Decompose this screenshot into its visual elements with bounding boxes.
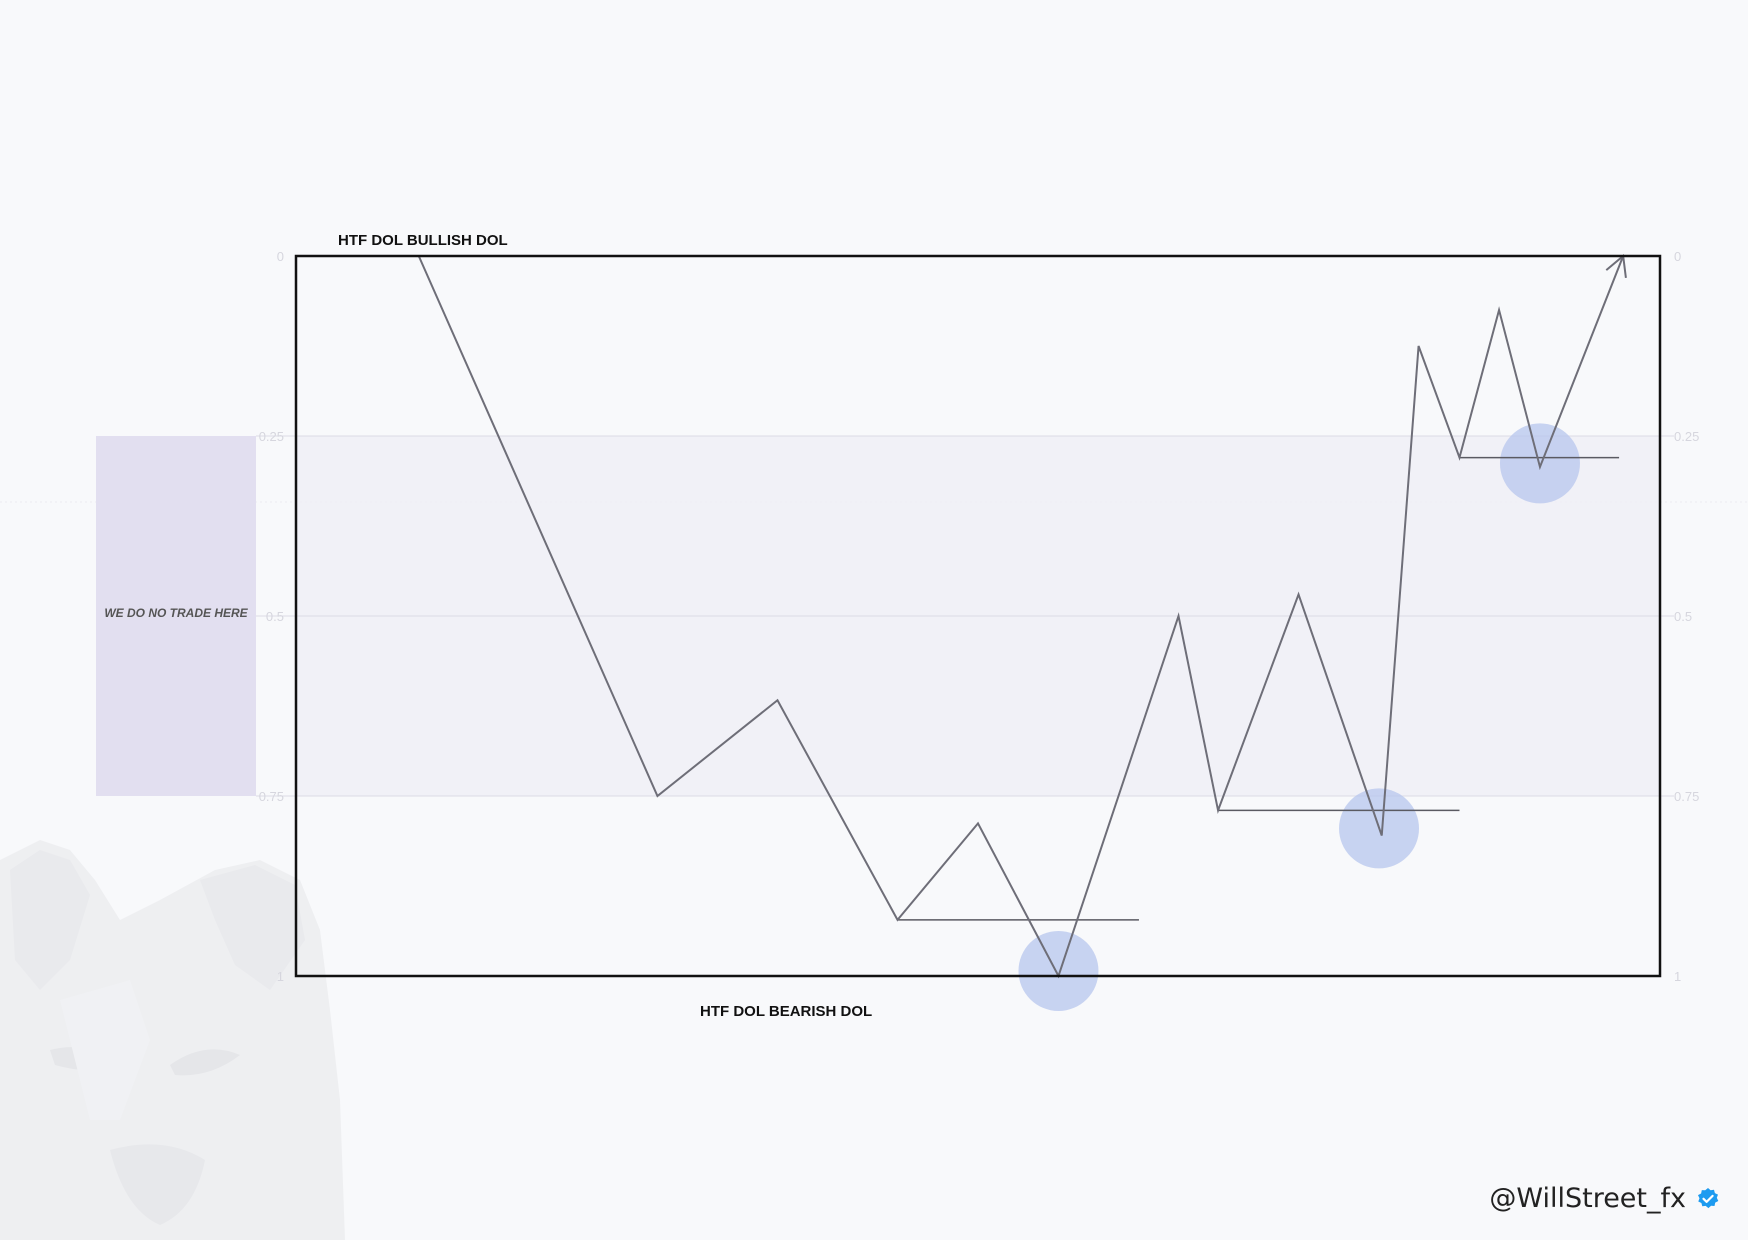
- bullish-dol-title: HTF DOL BULLISH DOL: [338, 232, 508, 249]
- no-trade-zone-label: WE DO NO TRADE HERE: [104, 606, 248, 620]
- wolf-watermark-image: [0, 840, 345, 1240]
- price-path-line: [417, 255, 1625, 979]
- y-tick-label-right: 1: [1674, 969, 1681, 984]
- y-tick-label-left: 0: [277, 249, 284, 264]
- no-trade-zone-panel: [96, 436, 256, 796]
- author-handle: @WillStreet_fx: [1489, 1183, 1720, 1214]
- y-axis-left-ticks: 0 0.25 0.5 0.75 1: [259, 249, 284, 984]
- author-handle-text: @WillStreet_fx: [1489, 1183, 1686, 1214]
- y-tick-label-right: 0.25: [1674, 429, 1699, 444]
- verified-badge-icon: [1698, 1187, 1719, 1208]
- y-axis-right-ticks: 0 0.25 0.5 0.75 1: [1674, 249, 1699, 984]
- y-tick-label-left: 0.25: [259, 429, 284, 444]
- gridlines: [256, 435, 1674, 797]
- highlight-circle: [1018, 930, 1099, 1011]
- y-tick-label-right: 0: [1674, 249, 1681, 264]
- bearish-dol-title: HTF DOL BEARISH DOL: [700, 1003, 873, 1020]
- y-tick-label-left: 0.5: [266, 609, 284, 624]
- y-tick-label-right: 0.75: [1674, 789, 1699, 804]
- level-lines: [897, 456, 1620, 921]
- chart-frame: [294, 254, 1662, 978]
- y-tick-label-right: 0.5: [1674, 609, 1692, 624]
- y-tick-label-left: 1: [277, 969, 284, 984]
- y-tick-label-left: 0.75: [259, 789, 284, 804]
